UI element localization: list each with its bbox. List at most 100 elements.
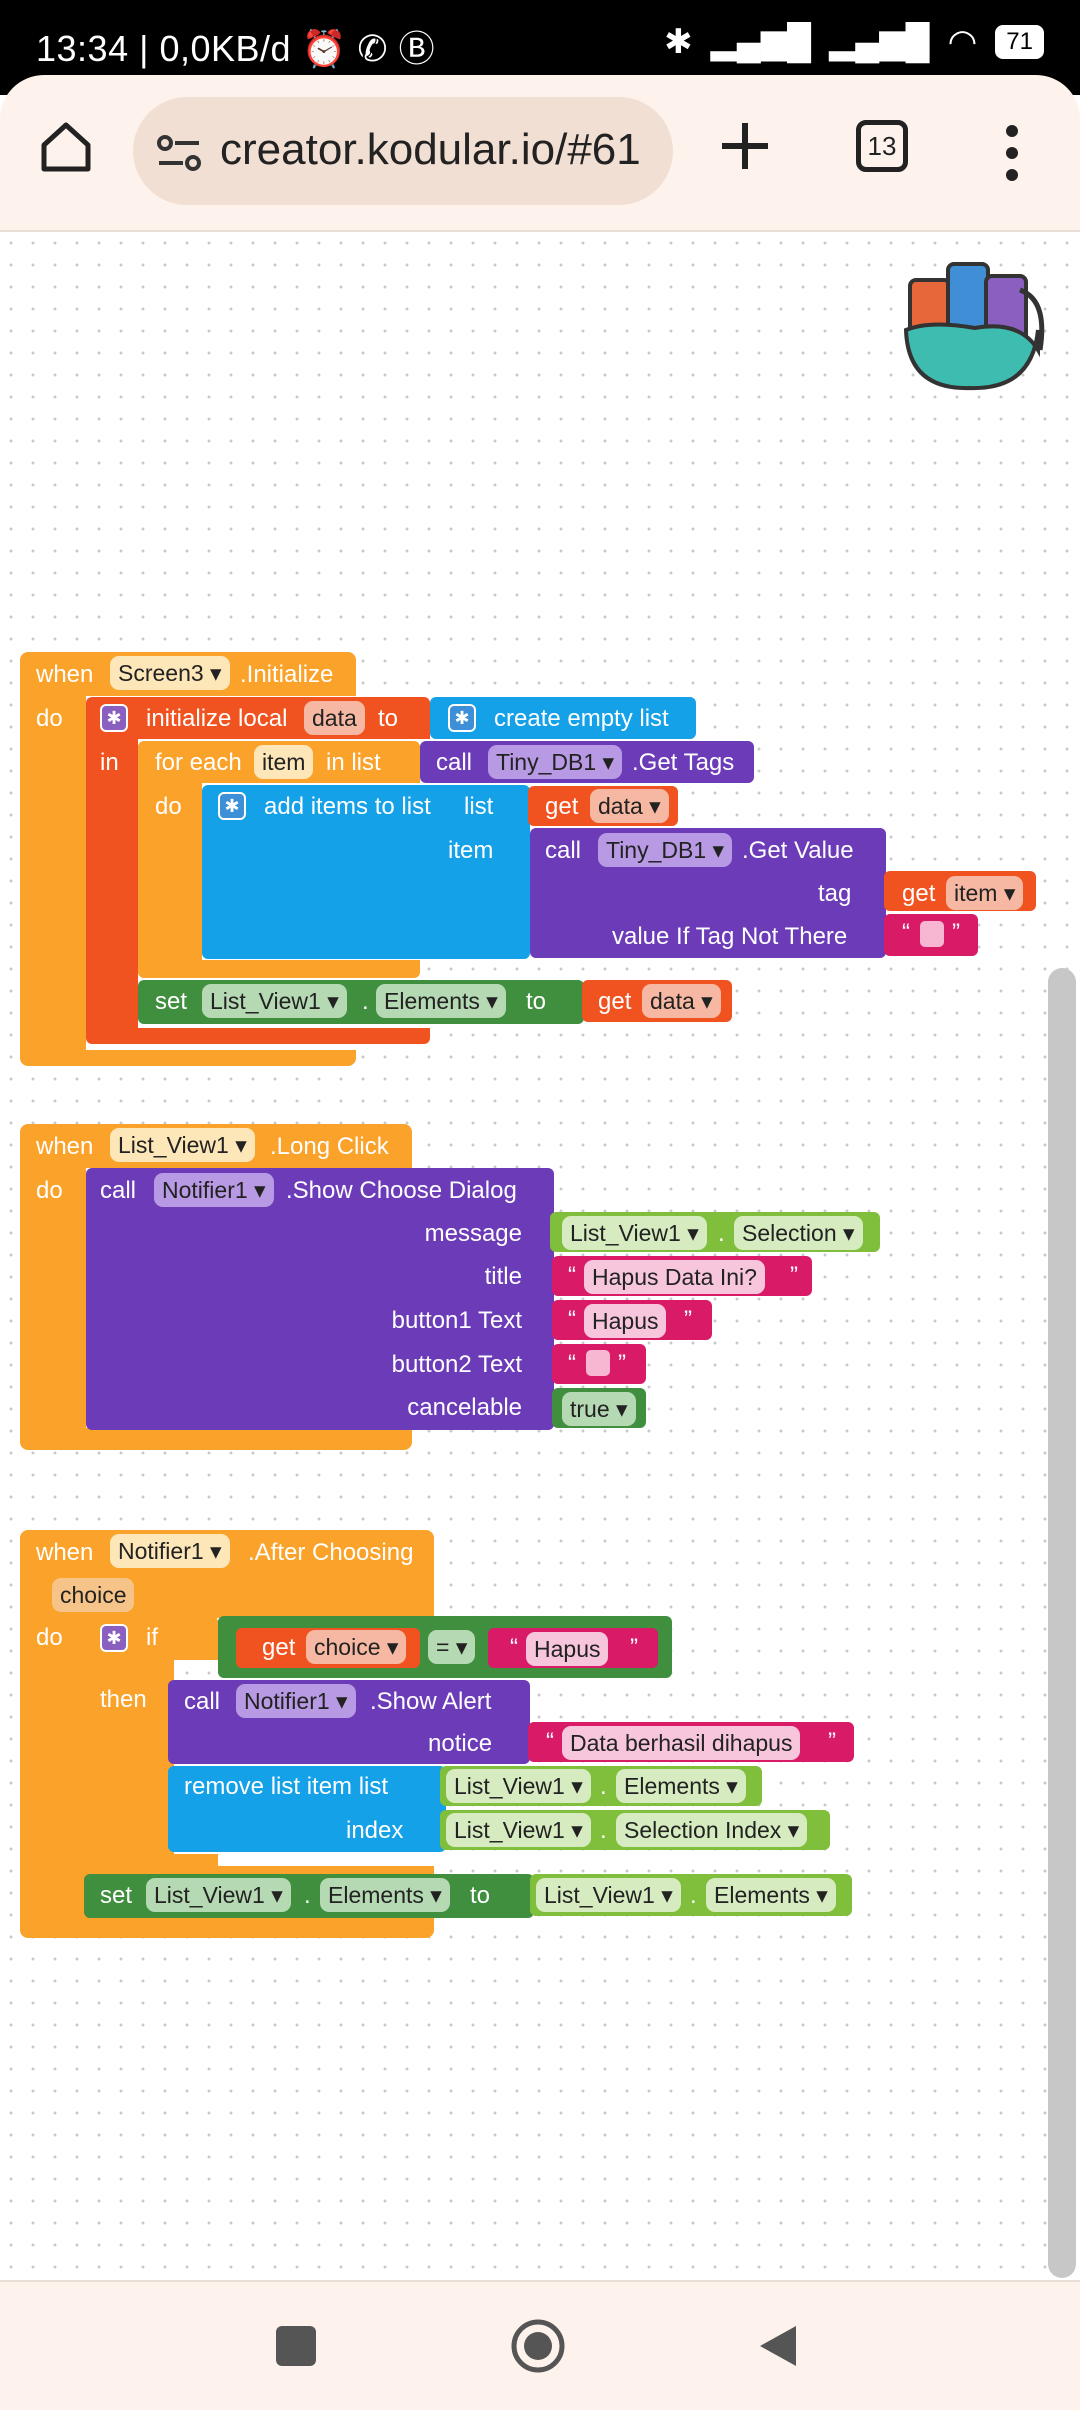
- home-button[interactable]: [36, 117, 96, 177]
- menu-button[interactable]: [1000, 125, 1024, 181]
- quote-close-6: ”: [828, 1728, 836, 1755]
- component-dropdown-2[interactable]: List_View1 ▾: [110, 1128, 255, 1162]
- list-label: list: [464, 793, 494, 820]
- listview-dropdown-3[interactable]: List_View1 ▾: [446, 1769, 591, 1803]
- listview-name-2: List_View1: [570, 1220, 681, 1246]
- property-dropdown-2[interactable]: Selection ▾: [734, 1216, 863, 1250]
- index-label: index: [346, 1817, 404, 1844]
- notice-string-field[interactable]: Data berhasil dihapus: [562, 1726, 801, 1760]
- property-dropdown-5[interactable]: Elements ▾: [320, 1878, 450, 1912]
- dot-label-6: .: [690, 1882, 697, 1909]
- to-label-2: to: [526, 988, 547, 1015]
- get-var-dropdown-2[interactable]: data ▾: [642, 984, 721, 1018]
- when-label-3: when: [36, 1539, 94, 1566]
- quote-open-2: “: [568, 1262, 576, 1289]
- method-label: .Show Choose Dialog: [286, 1177, 517, 1204]
- remove-label: remove list item list: [184, 1773, 389, 1800]
- cancelable-label: cancelable: [407, 1394, 522, 1421]
- property-dropdown-6[interactable]: Elements ▾: [706, 1878, 836, 1912]
- status-speed: 0,0KB/d: [159, 28, 292, 69]
- status-time: 13:34: [36, 28, 129, 69]
- tinydb-dropdown[interactable]: Tiny_DB1 ▾: [488, 745, 623, 779]
- home-nav-button[interactable]: [510, 2318, 566, 2374]
- create-empty-label: create empty list: [494, 705, 669, 732]
- workspace-scrollbar[interactable]: [1048, 968, 1076, 2278]
- listview-dropdown-4[interactable]: List_View1 ▾: [446, 1813, 591, 1847]
- title-string-field[interactable]: Hapus Data Ini?: [584, 1260, 765, 1294]
- choice-param[interactable]: choice: [52, 1578, 135, 1612]
- button1-string-field[interactable]: Hapus: [584, 1304, 667, 1338]
- system-nav-bar: [0, 2280, 1080, 2410]
- if-body: [84, 1660, 174, 1874]
- quote-close-5: ”: [630, 1634, 638, 1661]
- alarm-icon: ⏰: [301, 28, 347, 69]
- home-nav-icon: [511, 2319, 565, 2373]
- listview-dropdown-5[interactable]: List_View1 ▾: [146, 1878, 291, 1912]
- get-label-2: get: [902, 880, 936, 907]
- bool-value: true: [570, 1396, 610, 1422]
- when-label: when: [36, 661, 94, 688]
- component-name: Screen3: [118, 660, 204, 686]
- plus-icon: [722, 123, 768, 169]
- notifier-dropdown[interactable]: Notifier1 ▾: [154, 1173, 274, 1207]
- url-bar[interactable]: creator.kodular.io/#61: [133, 97, 673, 205]
- backpack[interactable]: [900, 250, 1050, 395]
- browser-toolbar: creator.kodular.io/#61 13: [0, 75, 1080, 232]
- listview-dropdown-6[interactable]: List_View1 ▾: [536, 1878, 681, 1912]
- component-dropdown-3[interactable]: Notifier1 ▾: [110, 1534, 230, 1568]
- mutator-gear-icon[interactable]: ✱: [218, 792, 246, 820]
- string-value-field[interactable]: [920, 921, 944, 947]
- tabs-count: 13: [867, 131, 897, 161]
- url-text[interactable]: creator.kodular.io/#61: [220, 125, 641, 174]
- property-dropdown-3[interactable]: Elements ▾: [616, 1769, 746, 1803]
- remove-list-item-block[interactable]: [168, 1766, 446, 1852]
- whatsapp-icon: ✆: [357, 28, 389, 69]
- mutator-gear-icon[interactable]: ✱: [448, 704, 476, 732]
- quote-open-4: “: [568, 1350, 576, 1377]
- component-dropdown[interactable]: Screen3 ▾: [110, 656, 230, 690]
- property-name-5: Elements: [328, 1882, 424, 1908]
- new-tab-button[interactable]: [714, 115, 776, 177]
- button2-string-field[interactable]: [586, 1350, 610, 1376]
- set-label: set: [155, 988, 188, 1015]
- add-items-block[interactable]: [202, 785, 530, 959]
- show-choose-dialog-block[interactable]: [86, 1168, 554, 1430]
- property-dropdown[interactable]: Elements ▾: [376, 984, 506, 1018]
- tinydb-name: Tiny_DB1: [496, 749, 597, 775]
- bool-dropdown[interactable]: true ▾: [562, 1392, 636, 1426]
- property-name-2: Selection: [742, 1220, 837, 1246]
- get-var-dropdown[interactable]: data ▾: [590, 789, 669, 823]
- event-body-3: [20, 1618, 86, 1868]
- item-var-field[interactable]: item: [254, 745, 314, 779]
- get-item-dropdown[interactable]: item ▾: [946, 876, 1024, 910]
- mutator-gear-icon[interactable]: ✱: [100, 1624, 128, 1652]
- dot-label-4: .: [600, 1817, 607, 1844]
- listview-dropdown-2[interactable]: List_View1 ▾: [562, 1216, 707, 1250]
- then-label: then: [100, 1686, 147, 1713]
- tinydb-dropdown-2[interactable]: Tiny_DB1 ▾: [598, 833, 733, 867]
- notifier-dropdown-2[interactable]: Notifier1 ▾: [236, 1684, 356, 1718]
- get-label-4: get: [262, 1634, 296, 1661]
- var-name-field[interactable]: data: [304, 701, 365, 735]
- listview-dropdown[interactable]: List_View1 ▾: [202, 984, 347, 1018]
- hapus-string-field[interactable]: Hapus: [526, 1632, 609, 1666]
- property-dropdown-4[interactable]: Selection Index ▾: [616, 1813, 808, 1847]
- tabs-button[interactable]: 13: [856, 120, 908, 172]
- mutator-gear-icon[interactable]: ✱: [100, 704, 128, 732]
- recents-button[interactable]: [276, 2326, 316, 2366]
- property-name-4: Selection Index: [624, 1817, 782, 1843]
- back-icon: [760, 2326, 796, 2366]
- get-label: get: [545, 793, 579, 820]
- get-choice-dropdown[interactable]: choice ▾: [306, 1630, 407, 1664]
- listview-name-5: List_View1: [154, 1882, 265, 1908]
- back-button[interactable]: [756, 2322, 800, 2370]
- event-name: .Initialize: [240, 661, 334, 688]
- in-list-label: in list: [326, 749, 381, 776]
- init-local-header[interactable]: [86, 697, 430, 739]
- site-settings-icon[interactable]: [155, 133, 203, 173]
- operator-dropdown[interactable]: = ▾: [428, 1630, 476, 1664]
- quote-open-5: “: [510, 1634, 518, 1661]
- notifier-name: Notifier1: [162, 1177, 248, 1203]
- component-name-2: List_View1: [118, 1132, 229, 1158]
- listview-name-6: List_View1: [544, 1882, 655, 1908]
